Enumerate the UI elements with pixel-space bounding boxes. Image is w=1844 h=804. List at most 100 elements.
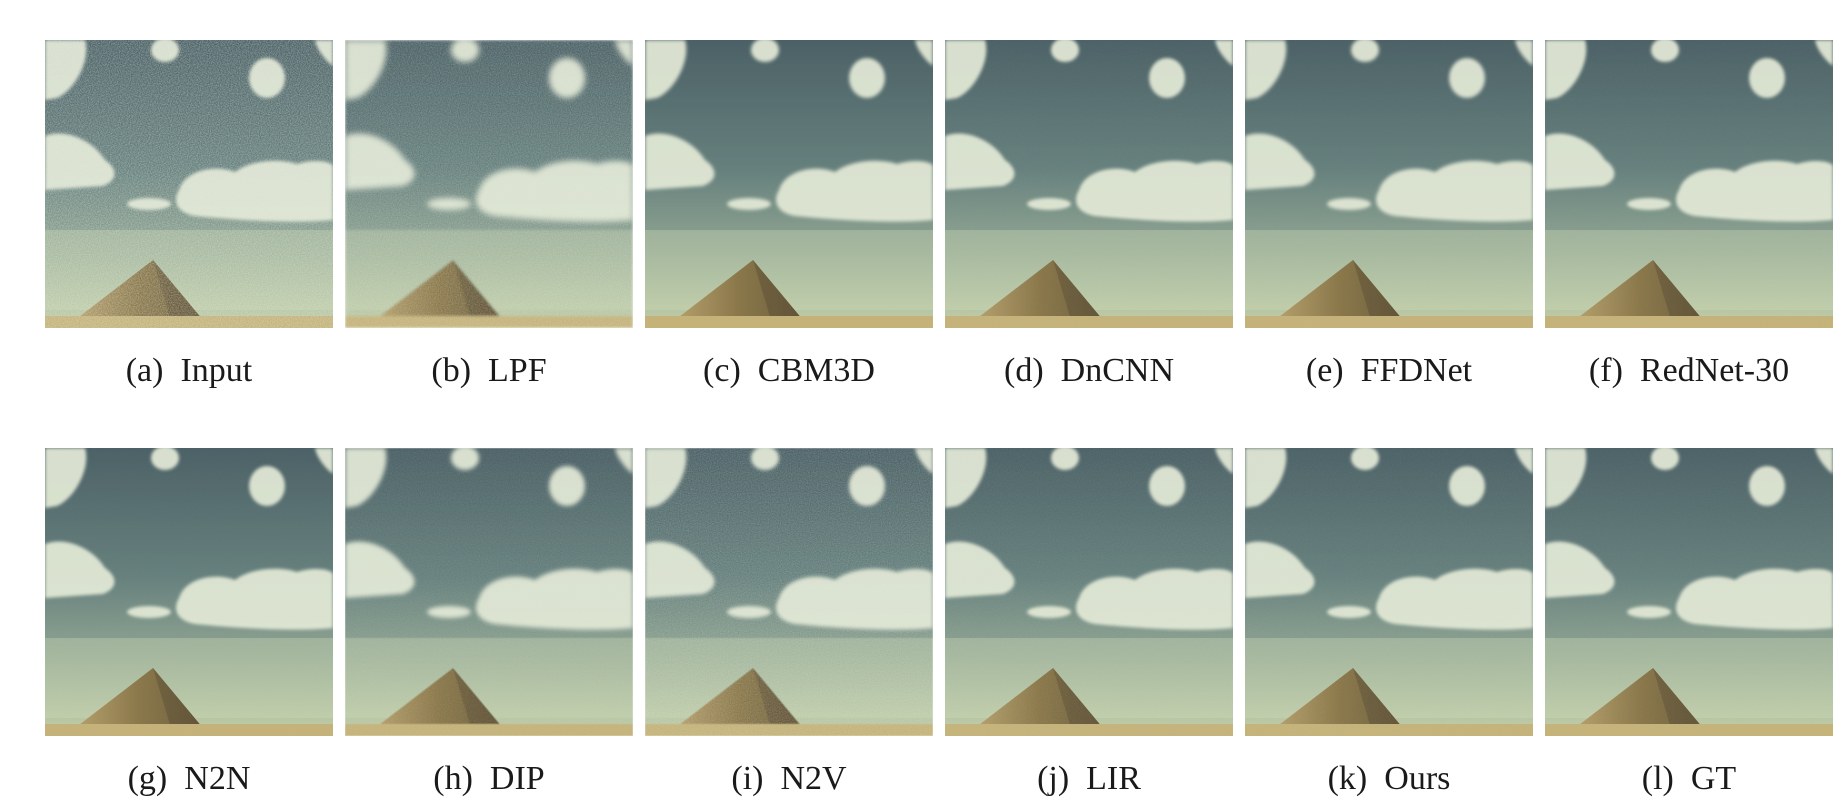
- caption-letter: (h): [433, 760, 473, 797]
- caption-ours: (k) Ours: [1239, 760, 1539, 798]
- caption-rednet30: (f) RedNet-30: [1539, 352, 1839, 390]
- pyramid-shade: [1353, 260, 1403, 320]
- sky-pyramid-image: [1545, 448, 1833, 736]
- cloud-top-right: [915, 40, 933, 66]
- sky-pyramid-image: [1245, 448, 1533, 736]
- noise-layer: [945, 448, 1233, 736]
- panel-cbm3d: [645, 40, 933, 328]
- caption-letter: (b): [431, 352, 472, 389]
- cloud-right: [1376, 160, 1533, 222]
- cloud-top-right: [315, 448, 333, 474]
- caption-n2n: (g) N2N: [39, 760, 339, 798]
- cloud-right: [176, 568, 333, 630]
- caption-label: DnCNN: [1060, 352, 1174, 389]
- sky-pyramid-image: [645, 448, 933, 736]
- sky-pyramid-image: [1545, 40, 1833, 328]
- ground: [645, 316, 933, 328]
- panel-lpf: [345, 40, 633, 328]
- pyramid-shade: [153, 668, 203, 728]
- caption-label: Input: [180, 352, 253, 389]
- caption-letter: (d): [1004, 352, 1044, 389]
- panel-gt: [1545, 448, 1833, 736]
- panel-n2v: [645, 448, 933, 736]
- caption-dncnn: (d) DnCNN: [939, 352, 1239, 390]
- cloud-small: [727, 198, 771, 210]
- sky-pyramid-image: [645, 40, 933, 328]
- horizon-haze: [45, 638, 333, 718]
- noise-layer: [345, 40, 633, 328]
- cloud-left: [645, 133, 715, 190]
- panel-lir: [945, 448, 1233, 736]
- caption-letter: (i): [731, 760, 764, 797]
- cloud-top-left: [45, 448, 87, 508]
- sky-pyramid-image: [345, 40, 633, 328]
- noise-layer: [45, 40, 333, 328]
- horizon-haze: [645, 230, 933, 310]
- caption-cbm3d: (c) CBM3D: [639, 352, 939, 390]
- cloud-top-mid: [1351, 40, 1379, 62]
- caption-label: N2V: [780, 760, 847, 797]
- cloud-top-mid: [151, 448, 179, 470]
- cloud-right: [776, 160, 933, 222]
- caption-letter: (a): [125, 352, 164, 389]
- noise-layer: [1545, 40, 1833, 328]
- noise-layer: [345, 448, 633, 736]
- caption-lir: (j) LIR: [939, 760, 1239, 798]
- caption-lpf: (b) LPF: [339, 352, 639, 390]
- caption-letter: (k): [1327, 760, 1368, 797]
- caption-label: N2N: [184, 760, 251, 797]
- cloud-small: [127, 606, 171, 618]
- noise-layer: [1245, 448, 1533, 736]
- caption-label: GT: [1690, 760, 1737, 797]
- caption-label: CBM3D: [757, 352, 875, 389]
- caption-label: LIR: [1086, 760, 1141, 797]
- caption-n2v: (i) N2V: [639, 760, 939, 798]
- sky-pyramid-image: [1245, 40, 1533, 328]
- caption-label: Ours: [1384, 760, 1451, 797]
- caption-input: (a) Input: [39, 352, 339, 390]
- sky-pyramid-image: [45, 448, 333, 736]
- cloud-top-center: [849, 58, 885, 98]
- caption-letter: (e): [1305, 352, 1344, 389]
- sky-pyramid-image: [345, 448, 633, 736]
- caption-label: DIP: [489, 760, 545, 797]
- caption-letter: (l): [1641, 760, 1674, 797]
- panel-ffdnet: [1245, 40, 1533, 328]
- cloud-small: [1327, 198, 1371, 210]
- caption-gt: (l) GT: [1539, 760, 1839, 798]
- noise-layer: [945, 40, 1233, 328]
- panel-n2n: [45, 448, 333, 736]
- cloud-top-center: [249, 466, 285, 506]
- panel-input: [45, 40, 333, 328]
- caption-letter: (g): [127, 760, 168, 797]
- noise-layer: [645, 448, 933, 736]
- caption-letter: (j): [1037, 760, 1070, 797]
- pyramid-shade: [753, 260, 803, 320]
- caption-dip: (h) DIP: [339, 760, 639, 798]
- cloud-top-center: [1449, 58, 1485, 98]
- caption-letter: (c): [703, 352, 741, 389]
- panel-dip: [345, 448, 633, 736]
- panel-dncnn: [945, 40, 1233, 328]
- ground: [1245, 316, 1533, 328]
- panel-ours: [1245, 448, 1533, 736]
- sky-pyramid-image: [45, 40, 333, 328]
- horizon-haze: [1245, 230, 1533, 310]
- cloud-top-right: [1515, 40, 1533, 66]
- sky-pyramid-image: [945, 448, 1233, 736]
- caption-letter: (f): [1588, 352, 1623, 389]
- panel-rednet30: [1545, 40, 1833, 328]
- sky-pyramid-image: [945, 40, 1233, 328]
- noise-layer: [1545, 448, 1833, 736]
- caption-label: RedNet-30: [1639, 352, 1790, 389]
- ground: [45, 724, 333, 736]
- cloud-top-mid: [751, 40, 779, 62]
- caption-label: LPF: [488, 352, 547, 389]
- noise-layer: [1245, 40, 1533, 328]
- cloud-left: [45, 541, 115, 598]
- caption-label: FFDNet: [1360, 352, 1473, 389]
- cloud-top-left: [1245, 40, 1287, 100]
- noise-layer: [45, 448, 333, 736]
- cloud-left: [1245, 133, 1315, 190]
